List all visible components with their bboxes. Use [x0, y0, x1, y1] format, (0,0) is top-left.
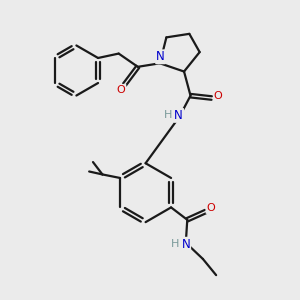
Text: N: N	[156, 50, 165, 63]
Text: O: O	[214, 91, 223, 101]
Text: N: N	[182, 238, 190, 251]
Text: H: H	[164, 110, 172, 120]
Text: O: O	[117, 85, 125, 95]
Text: O: O	[206, 203, 215, 213]
Text: H: H	[170, 239, 179, 249]
Text: N: N	[174, 109, 183, 122]
